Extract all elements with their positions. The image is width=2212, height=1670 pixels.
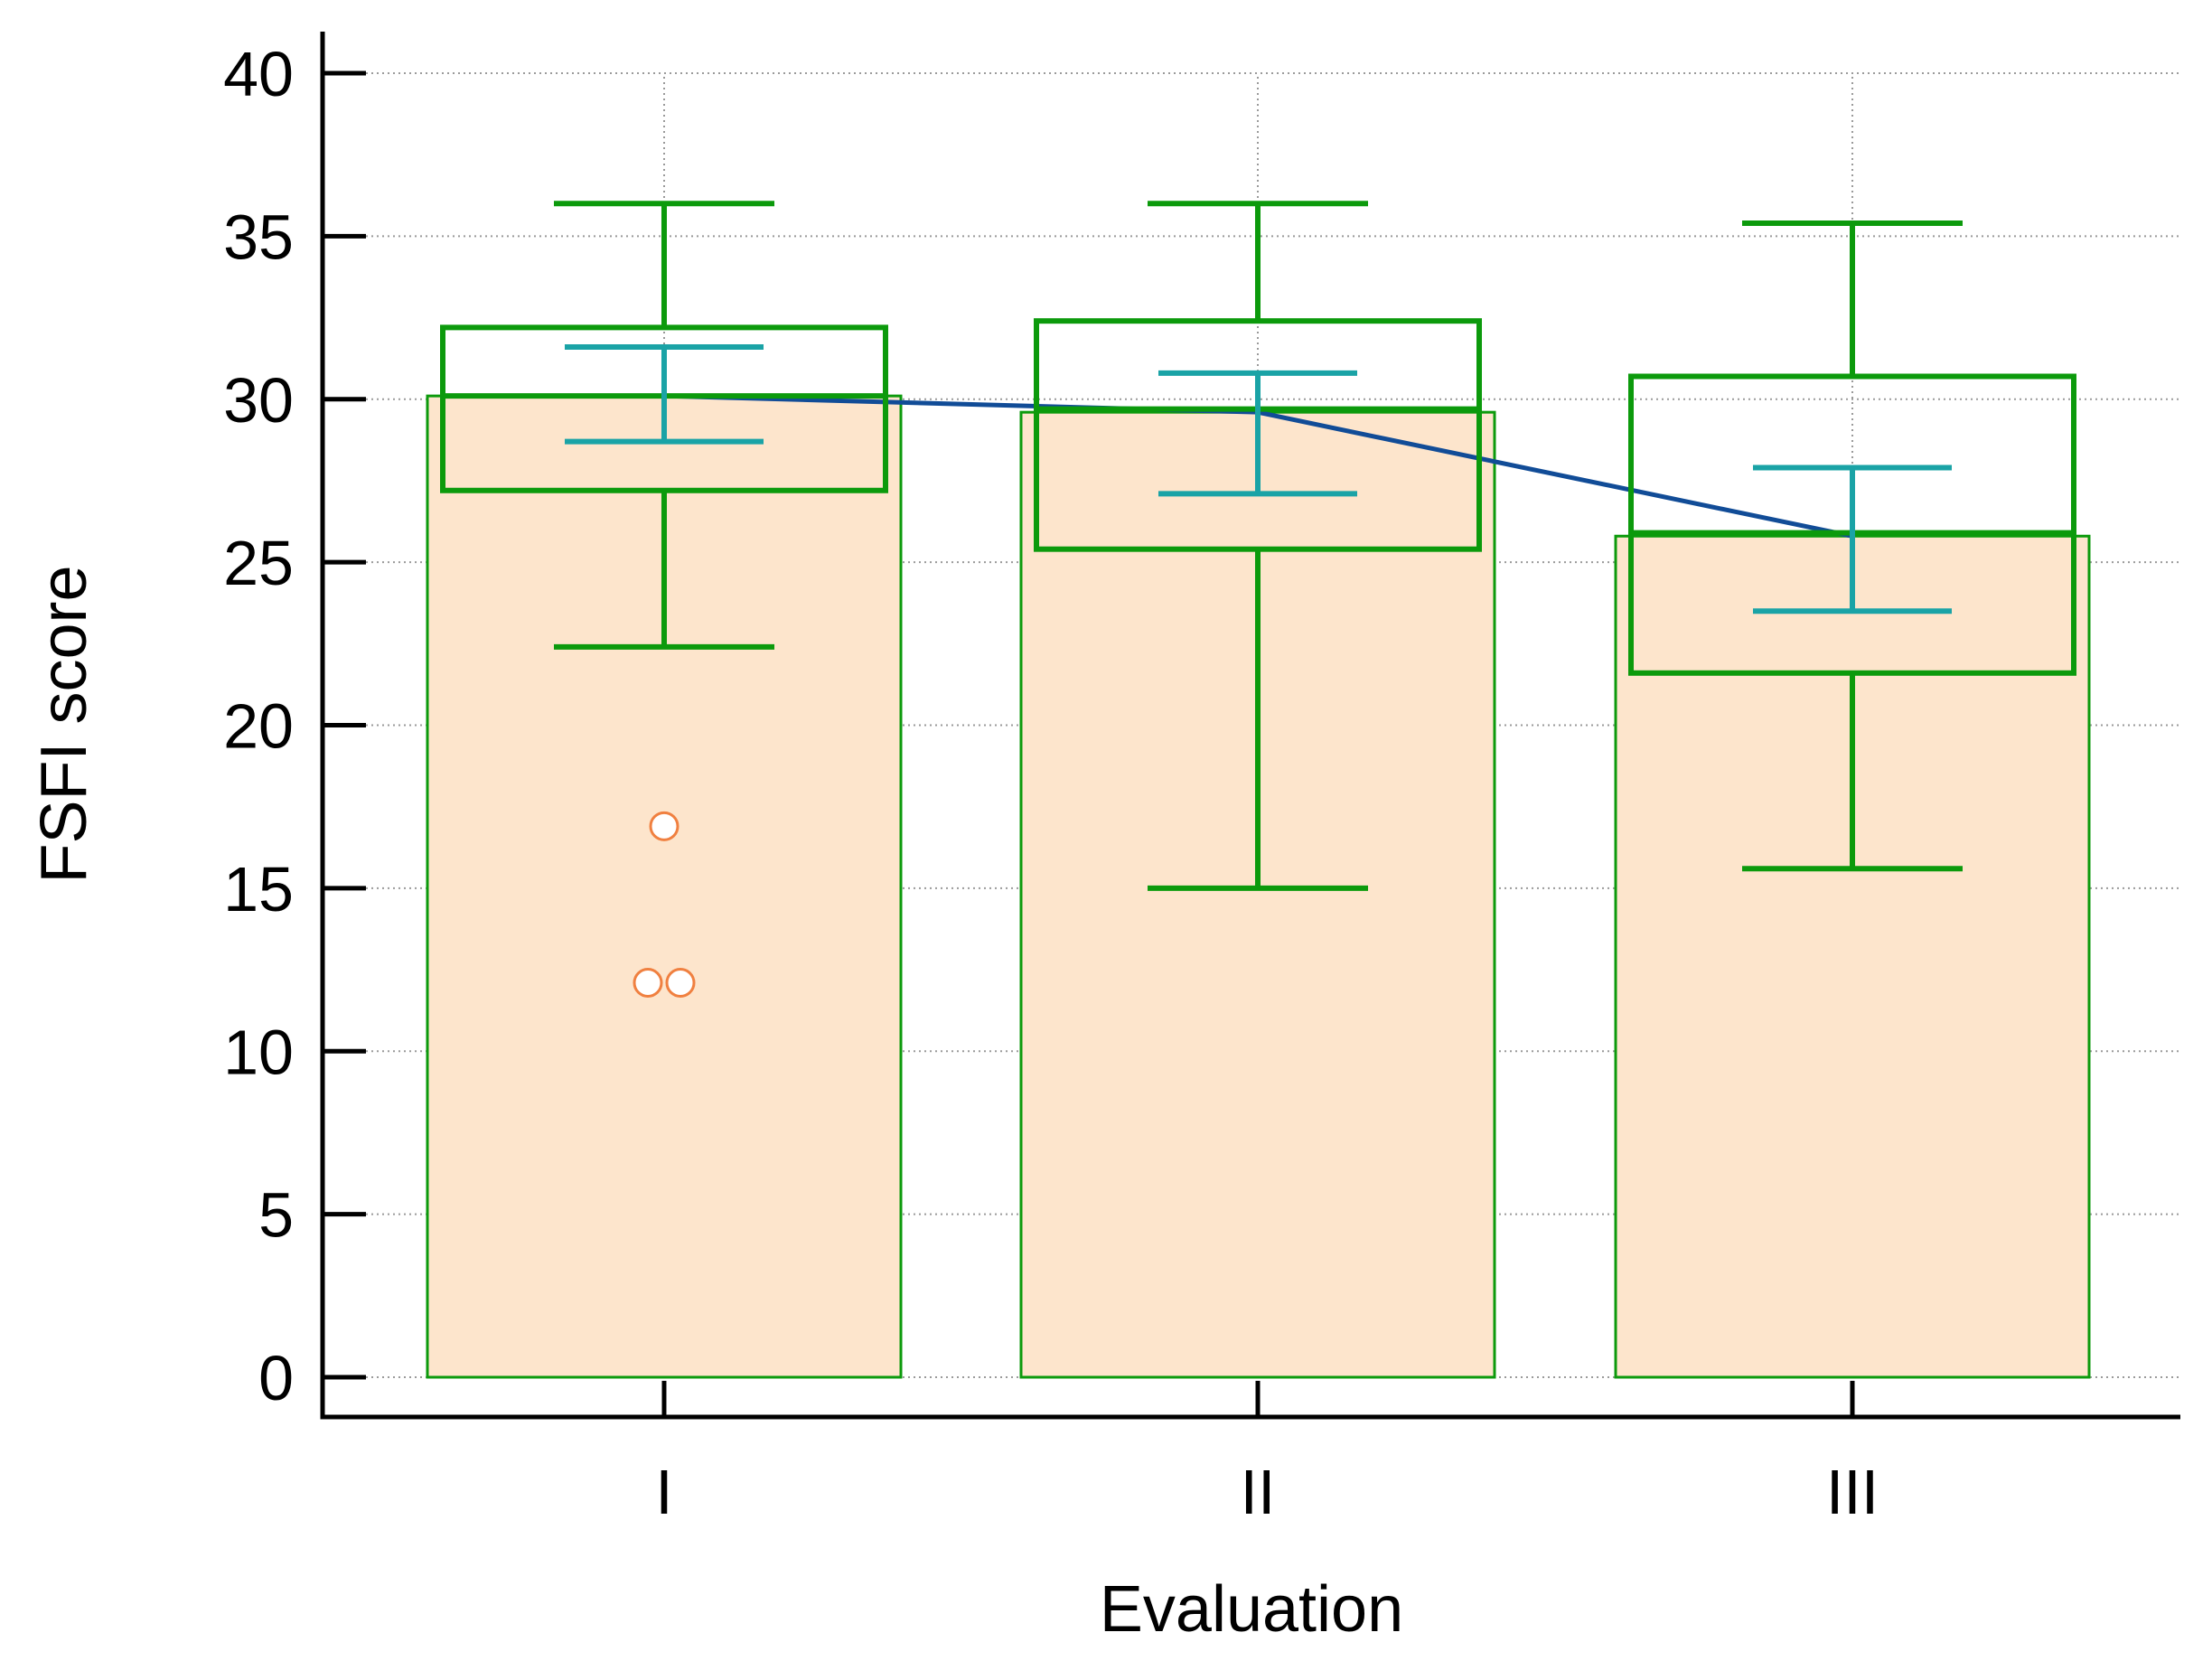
y-tick-label-20: 20: [223, 691, 294, 762]
y-tick-label-40: 40: [223, 39, 294, 109]
y-axis-title: FSFI score: [28, 565, 100, 883]
outlier-I-12_1-0: [633, 967, 663, 998]
y-tick-label-10: 10: [223, 1017, 294, 1087]
box-III: [1628, 373, 2076, 676]
outlier-I-12_1-1: [665, 967, 696, 998]
x-tick-label-II: II: [1241, 1457, 1276, 1527]
x-tick-label-III: III: [1826, 1457, 1879, 1527]
x-ticks: I II III: [655, 1381, 1879, 1527]
y-ticks: 0 5 10 15 20 25 30 35 40: [223, 39, 366, 1413]
y-tick-label-15: 15: [223, 854, 294, 924]
y-tick-label-35: 35: [223, 202, 294, 272]
y-tick-label-25: 25: [223, 528, 294, 598]
bar-III: [1614, 534, 2091, 1379]
box-II: [1034, 318, 1482, 552]
ci-layer: [565, 344, 1952, 615]
outlier-layer: [633, 811, 696, 998]
y-tick-label-30: 30: [223, 365, 294, 436]
box-I: [440, 324, 888, 493]
x-axis-title: Evaluation: [1100, 1573, 1403, 1646]
y-tick-label-5: 5: [258, 1180, 294, 1251]
box-layer: [440, 201, 2076, 891]
x-tick-label-I: I: [655, 1457, 672, 1527]
outlier-I-16_9-0: [649, 811, 680, 841]
axis-frame: [320, 32, 2180, 1420]
axes-layer: [320, 32, 2180, 1420]
bars-layer: [426, 394, 2091, 1379]
y-tick-label-0: 0: [258, 1343, 294, 1413]
